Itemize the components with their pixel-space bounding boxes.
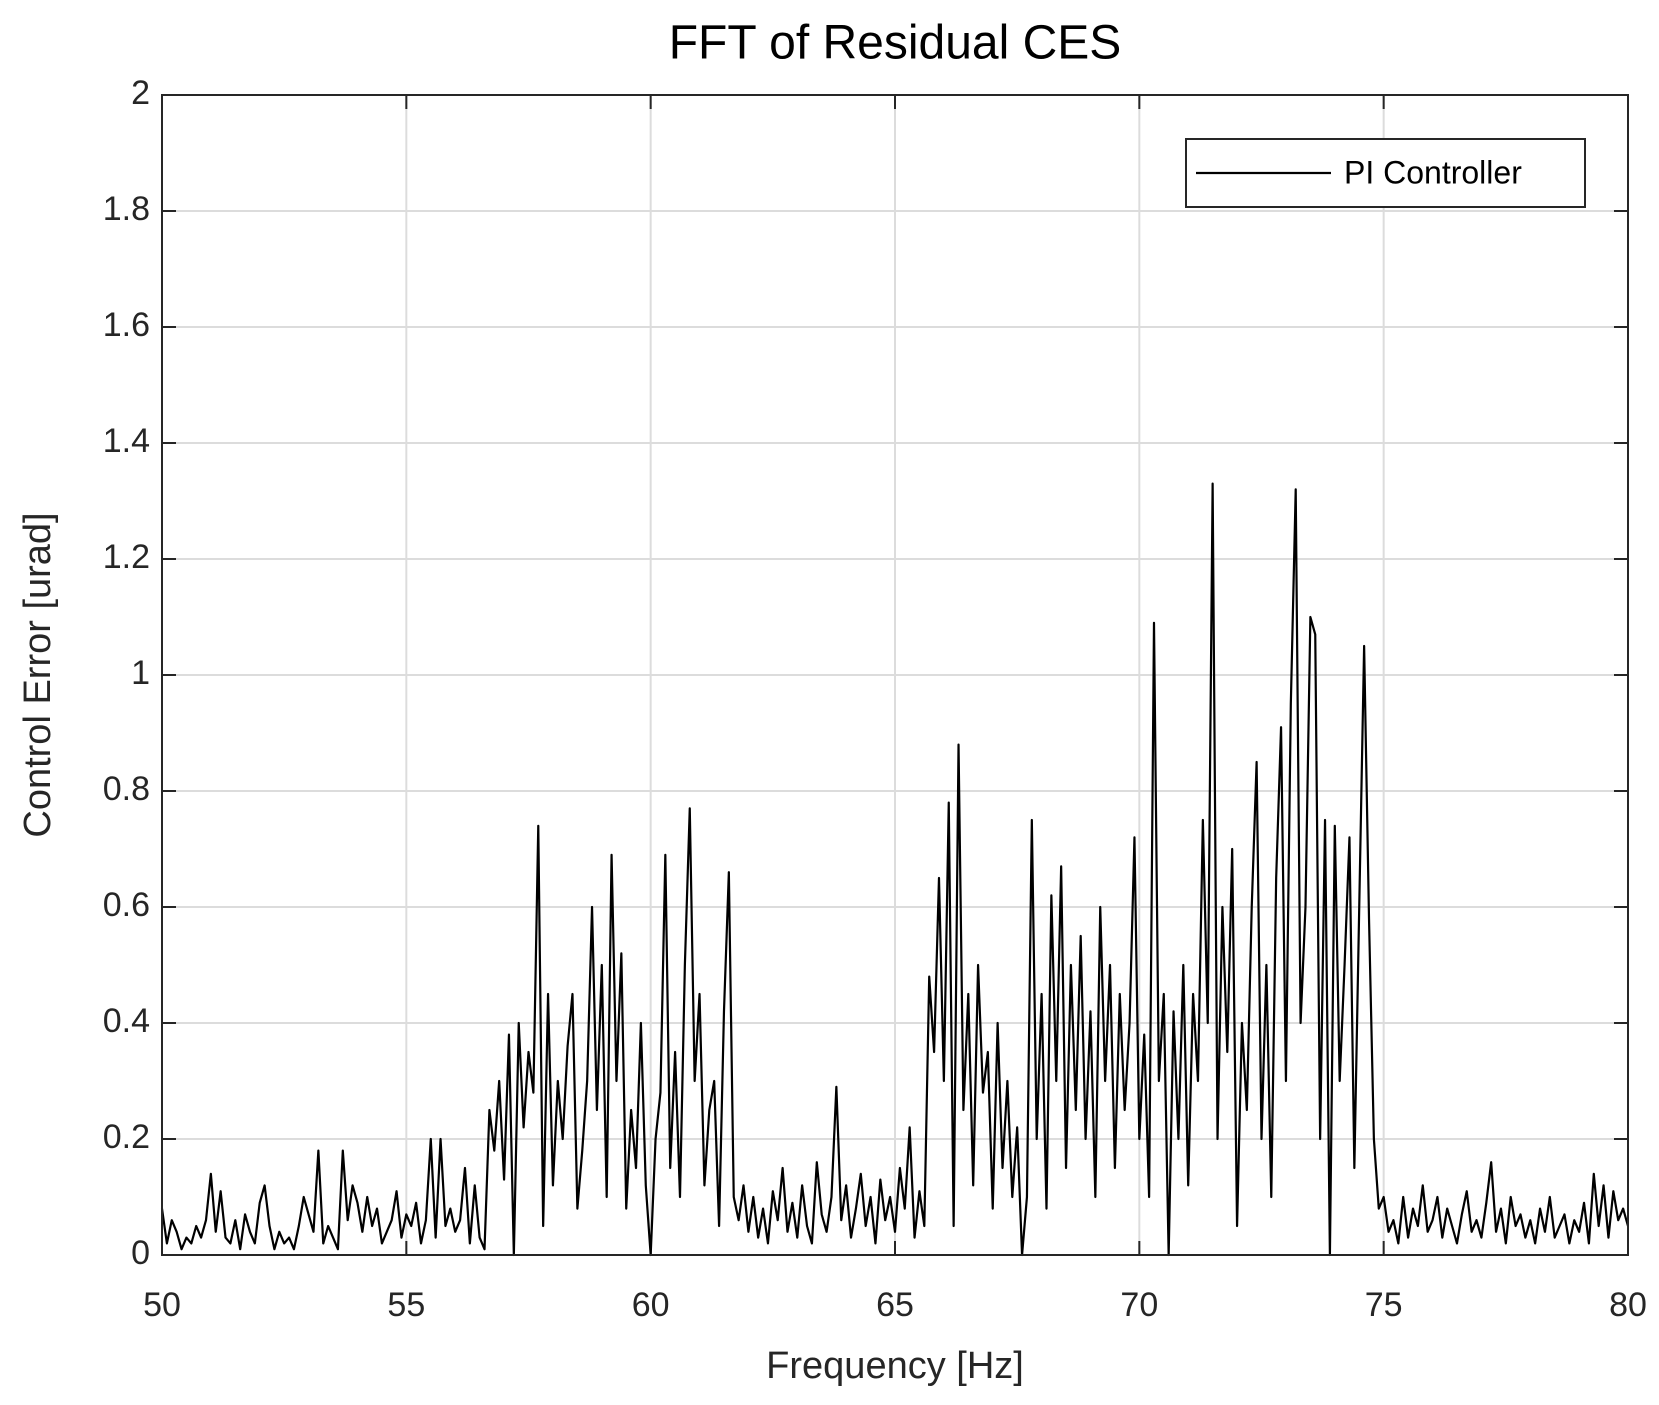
axes-box [161, 94, 1629, 1256]
y-tick-label: 1.8 [103, 190, 150, 228]
x-tick-label: 70 [1120, 1286, 1158, 1324]
legend-label: PI Controller [1344, 154, 1522, 190]
x-tick-label: 60 [632, 1286, 670, 1324]
y-tick-label: 2 [131, 74, 150, 112]
x-axis-label: Frequency [Hz] [766, 1345, 1024, 1387]
x-tick-label: 80 [1609, 1286, 1647, 1324]
y-tick-label: 1 [131, 654, 150, 692]
y-tick-label: 0.6 [103, 886, 150, 924]
y-tick-label: 1.2 [103, 538, 150, 576]
y-tick-label: 0 [131, 1234, 150, 1272]
x-tick-label: 65 [876, 1286, 914, 1324]
y-tick-label: 1.6 [103, 306, 150, 344]
x-tick-label: 50 [143, 1286, 181, 1324]
y-tick-label: 0.8 [103, 770, 150, 808]
y-tick-label: 0.4 [103, 1002, 150, 1040]
data-line [160, 482, 1630, 1257]
y-tick-label: 1.4 [103, 422, 150, 460]
y-tick-label: 0.2 [103, 1118, 150, 1156]
chart-title: FFT of Residual CES [669, 17, 1122, 70]
y-axis-label: Control Error [urad] [17, 512, 59, 837]
x-tick-label: 75 [1365, 1286, 1403, 1324]
x-tick-label: 55 [387, 1286, 425, 1324]
